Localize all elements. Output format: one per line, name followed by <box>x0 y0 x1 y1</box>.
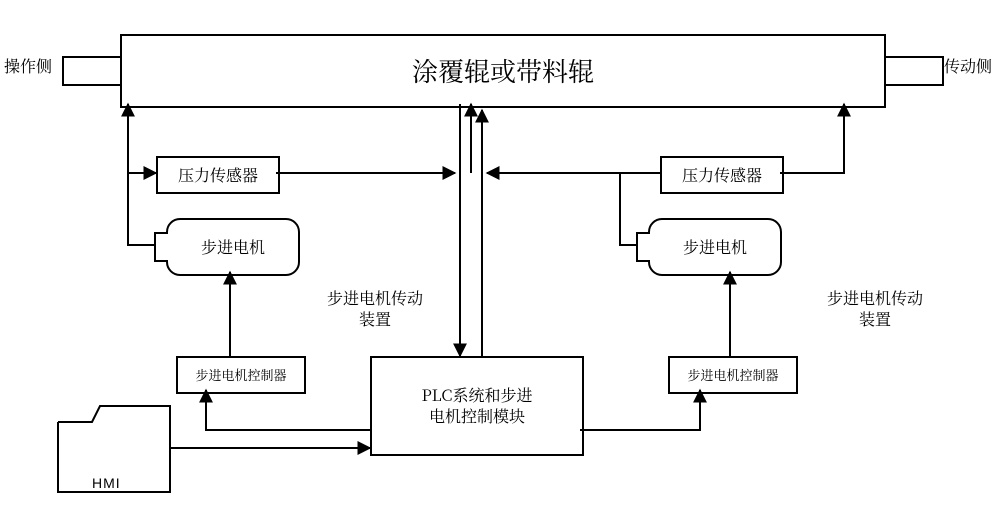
drive-side-label: 传动侧 <box>944 56 992 77</box>
stepper-controller-left: 步进电机控制器 <box>176 356 306 394</box>
stepper-motor-left-label: 步进电机 <box>201 237 265 258</box>
stepper-motor-left-tab <box>154 232 168 262</box>
stepper-motor-left: 步进电机 <box>166 218 300 276</box>
plc-label: PLC系统和步进 电机控制模块 <box>422 385 533 427</box>
operation-side-label: 操作侧 <box>4 56 52 77</box>
stepper-motor-right: 步进电机 <box>648 218 782 276</box>
pressure-sensor-left-label: 压力传感器 <box>178 165 258 186</box>
pressure-sensor-right-label: 压力传感器 <box>682 165 762 186</box>
drive-caption-left: 步进电机传动 装置 <box>300 288 450 330</box>
plc-box: PLC系统和步进 电机控制模块 <box>370 356 584 456</box>
hmi-label: HMI <box>92 474 121 492</box>
pressure-sensor-left: 压力传感器 <box>156 156 280 194</box>
stepper-controller-right-label: 步进电机控制器 <box>687 367 778 384</box>
stepper-motor-right-tab <box>636 232 650 262</box>
roller-label: 涂覆辊或带料辊 <box>412 54 594 88</box>
shaft-right <box>882 56 944 86</box>
shaft-left <box>62 56 124 86</box>
stepper-controller-left-label: 步进电机控制器 <box>195 367 286 384</box>
stepper-motor-right-label: 步进电机 <box>683 237 747 258</box>
drive-caption-right: 步进电机传动 装置 <box>800 288 950 330</box>
stepper-controller-right: 步进电机控制器 <box>668 356 798 394</box>
pressure-sensor-right: 压力传感器 <box>660 156 784 194</box>
roller-box: 涂覆辊或带料辊 <box>120 34 886 108</box>
